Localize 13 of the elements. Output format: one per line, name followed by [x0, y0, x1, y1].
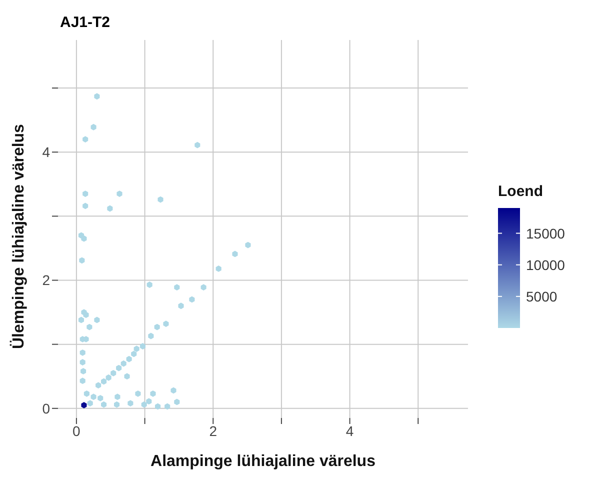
x-tick-label: 0: [72, 422, 81, 439]
color-bar-label: 15000: [526, 225, 566, 242]
y-tick-label: 4: [42, 144, 50, 160]
color-bar-title: Loend: [498, 183, 543, 200]
x-tick-label: 4: [346, 422, 354, 439]
x-axis-title: Alampinge lühiajaline värelus: [150, 453, 376, 470]
color-bar-label: 5000: [526, 288, 558, 304]
chart-title: AJ1-T2: [60, 14, 110, 31]
y-tick-label: 0: [42, 400, 50, 416]
x-tick-label: 2: [209, 422, 218, 439]
y-tick-label: 2: [42, 272, 50, 288]
y-axis-title: Ülempinge lühiajaline värelus: [10, 124, 28, 349]
color-bar-label: 10000: [526, 256, 566, 273]
